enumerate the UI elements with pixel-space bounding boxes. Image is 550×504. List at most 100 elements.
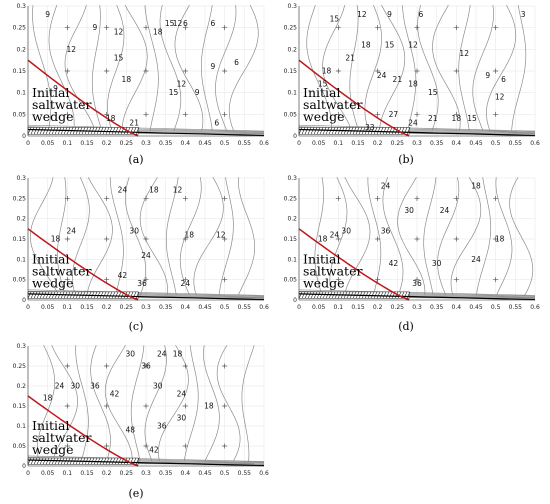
isoline [200,5,213,131]
bed-hatch [36,291,41,299]
x-tick-label: 0.1 [63,304,73,311]
contour-label: 18 [184,230,194,239]
y-tick-label: 0.15 [13,68,27,75]
x-tick-label: 0 [26,140,30,147]
isoline [241,345,255,462]
bed-hatch [27,127,32,135]
bed-line [298,293,536,301]
isoline [159,5,182,131]
bed-line [27,293,265,301]
bed-hatch [322,291,327,299]
x-tick-label: 0.1 [334,140,344,147]
isoline [130,345,145,462]
contour-label: 9 [195,88,200,97]
x-tick-label: 0.25 [120,470,134,477]
panel-label: (b) [398,153,414,166]
bed-hatch [123,291,128,299]
observation-point [64,443,70,449]
observation-point [64,25,70,31]
contour-label: 15 [114,54,124,63]
bed-hatch [373,127,378,135]
bed-hatch [117,291,122,299]
x-tick-label: 0.5 [220,470,230,477]
observation-point [64,403,70,409]
isoline [32,5,52,131]
panel-5: 0 0.05 0.1 0.15 0.2 0.25 0.3 0.35 0.4 0.45 0.5 0.55… [13,343,269,500]
x-tick-label: 0.25 [120,140,134,147]
isoline [57,177,67,296]
contour-label: 6 [183,19,188,28]
bed-hatch [406,127,411,135]
y-tick-label: 0 [22,463,26,470]
observation-point [104,111,110,117]
contour-label: 21 [393,75,403,84]
contour-label: 36 [157,422,167,431]
contour-label: 12 [173,186,183,195]
bed-hatch [108,127,113,135]
bed-hatch [132,127,137,135]
y-tick-label: 0.3 [16,343,26,350]
observation-point [335,68,341,74]
x-tick-label: 0.6 [530,304,540,311]
bed-hatch [108,457,113,465]
y-tick-label: 0.15 [13,403,27,410]
bed-hatch [301,291,306,299]
x-tick-label: 0.15 [351,304,365,311]
isoline [397,177,426,296]
initial-wedge-line [27,228,139,301]
y-tick-label: 0 [293,133,297,140]
contour-label: 9 [92,23,97,32]
observation-point [414,68,420,74]
y-tick-label: 0 [22,297,26,304]
contour-label: 12 [66,45,76,54]
bed-hatch [102,291,107,299]
contour-label: 18 [495,235,505,244]
x-tick-label: 0.55 [509,304,523,311]
y-tick-label: 0.25 [284,25,298,32]
bed-hatch [117,127,122,135]
isoline [144,5,159,131]
contour-label: 36 [137,279,147,288]
wedge-annotation: Initial [32,418,69,433]
bed-hatch [376,127,381,135]
observation-point [143,443,149,449]
y-tick-label: 0.05 [13,443,27,450]
x-tick-label: 0.6 [259,140,269,147]
x-tick-label: 0.5 [220,304,230,311]
isoline [203,345,220,462]
y-tick-label: 0.1 [16,423,26,430]
bed-hatch [114,457,119,465]
isoline [216,345,241,462]
observation-point [104,195,110,201]
bed-hatch [39,291,44,299]
observation-point [182,403,188,409]
contour-label: 18 [471,182,481,191]
contour-label: 24 [55,382,65,391]
x-tick-label: 0.4 [181,470,191,477]
bed-hatch [316,127,321,135]
observation-points [64,195,228,283]
y-tick-label: 0.1 [16,90,26,97]
observation-point [222,111,228,117]
contour-label: 9 [387,10,392,19]
x-tick-label: 0.3 [141,140,151,147]
observation-point [414,195,420,201]
isoline [237,177,256,296]
contour-label: 48 [125,426,135,435]
isoline [329,177,348,296]
y-tick-label: 0.2 [287,46,297,53]
bed-hatch [298,127,303,135]
contour-label: 42 [389,259,399,268]
contour-label: 18 [153,28,163,37]
observation-point [104,236,110,242]
isoline [423,177,437,296]
x-tick-label: 0.3 [412,304,422,311]
contour-label: 12 [495,93,505,102]
bed-hatch [376,291,381,299]
isoline [379,4,406,131]
observation-point [143,403,149,409]
contour-label: 18 [452,114,462,123]
x-tick-label: 0.2 [373,304,383,311]
bed-hatch [114,291,119,299]
observation-point [182,111,188,117]
